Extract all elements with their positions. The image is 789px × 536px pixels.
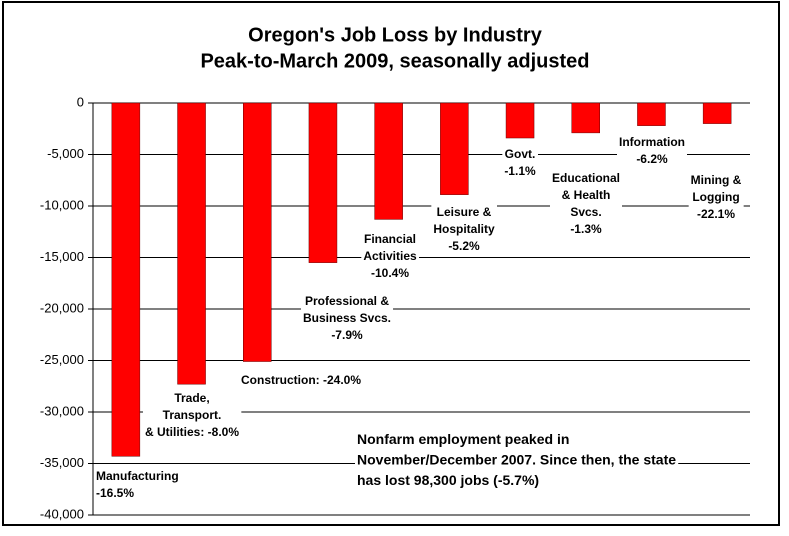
y-tick-label: -35,000: [40, 455, 84, 470]
label-background: [300, 293, 394, 344]
label-background: [502, 146, 538, 180]
chart-subtitle: Peak-to-March 2009, seasonally adjusted: [200, 50, 589, 72]
y-tick-label: -20,000: [40, 300, 84, 315]
bar-label: Mining & Logging -22.1%: [691, 173, 742, 221]
bar-label: Leisure & Hospitality -5.2%: [433, 205, 495, 253]
bar-label: Financial Activities -10.4%: [363, 232, 417, 280]
y-tick-label: 0: [77, 94, 84, 109]
bar-label: Manufacturing -16.5%: [96, 469, 179, 500]
label-background: [688, 172, 744, 223]
y-tick-label: -25,000: [40, 352, 84, 367]
bar: [308, 102, 338, 263]
labels: Manufacturing -16.5% Trade, Transport. & Uti…: [94, 134, 744, 502]
bar: [374, 102, 403, 220]
bar-label: Govt. -1.1%: [504, 147, 536, 178]
label-background: [549, 170, 623, 238]
label-background: [617, 134, 687, 168]
label-background: [142, 390, 242, 441]
bar: [243, 102, 272, 362]
annotation: Nonfarm employment peaked in November/Dec…: [357, 431, 676, 488]
bar-label: Trade, Transport. & Utilities: -8.0%: [145, 391, 239, 439]
chart-title: Oregon's Job Loss by Industry: [248, 24, 543, 46]
label-background: [431, 204, 497, 255]
bar: [637, 102, 666, 126]
bar: [702, 102, 732, 124]
label-background: [361, 231, 420, 282]
bar: [440, 102, 469, 195]
bar-label: Educational & Health Svcs. -1.3%: [552, 171, 620, 236]
y-tick-label: -40,000: [40, 506, 84, 521]
bar: [505, 102, 535, 139]
y-tick-label: -15,000: [40, 249, 84, 264]
bars: [111, 102, 732, 457]
bar-label: Professional & Business Svcs. -7.9%: [303, 294, 391, 342]
bar-label: Construction: -24.0%: [241, 373, 361, 387]
label-background: [94, 468, 181, 502]
label-background: [239, 372, 364, 389]
y-tick-label: -30,000: [40, 403, 84, 418]
label-background: [355, 429, 679, 489]
bar: [111, 102, 141, 457]
bar: [571, 102, 600, 134]
bar-label: Information -6.2%: [619, 135, 685, 166]
y-tick-label: -10,000: [40, 197, 84, 212]
bar: [177, 102, 206, 385]
y-tick-label: -5,000: [47, 146, 84, 161]
